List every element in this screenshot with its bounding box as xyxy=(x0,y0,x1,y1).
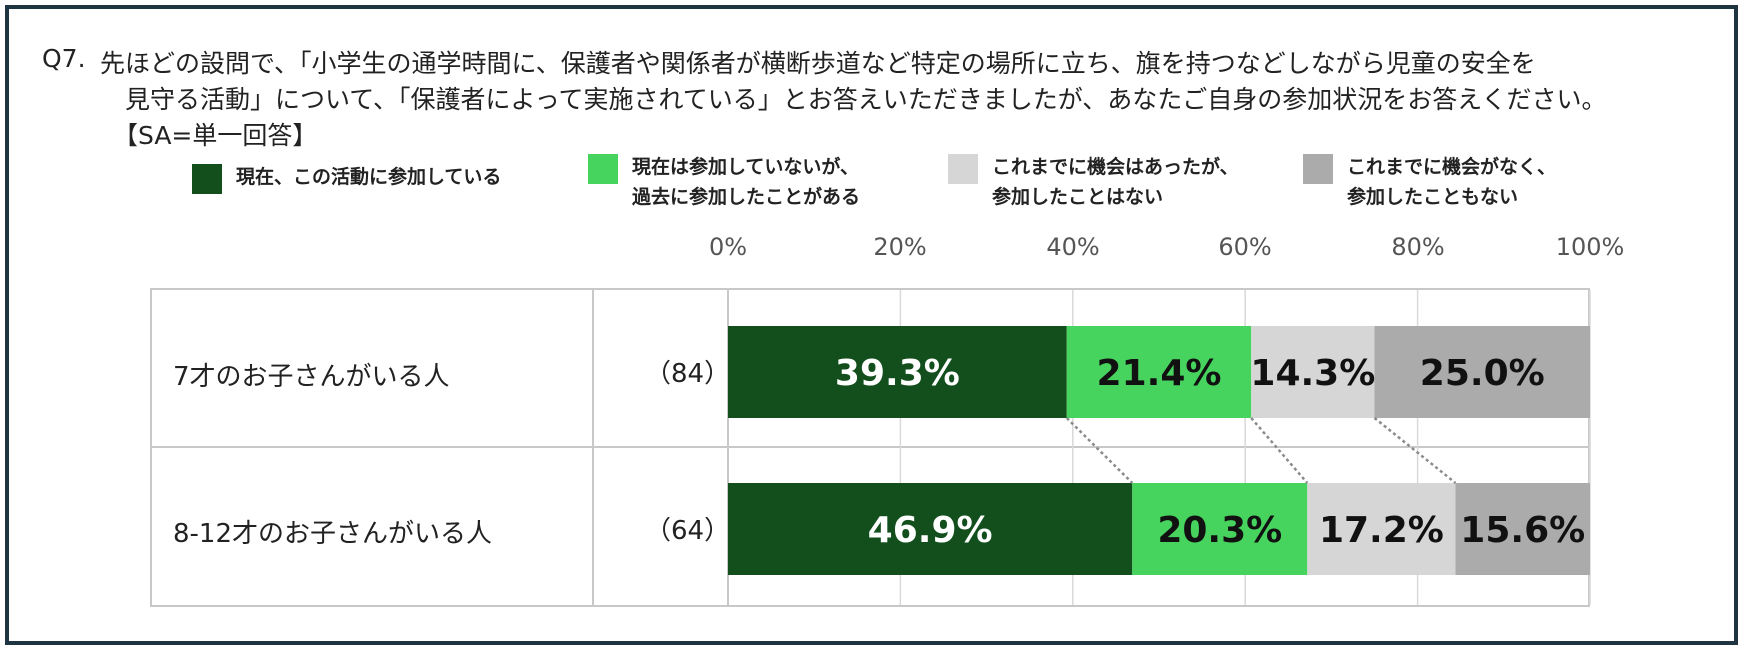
x-tick-label: 0% xyxy=(708,233,748,261)
x-tick-label: 60% xyxy=(1218,233,1272,261)
bar-segment xyxy=(728,483,1133,575)
x-tick-label: 100% xyxy=(1555,233,1625,261)
legend-swatch xyxy=(948,154,978,184)
bar-value-label: 15.6% xyxy=(1460,510,1585,551)
chart-frame xyxy=(5,5,1738,645)
series-connector-line xyxy=(1250,417,1309,484)
bar-segment xyxy=(1066,326,1252,418)
legend-swatch xyxy=(192,164,222,194)
x-tick-label: 80% xyxy=(1391,233,1445,261)
question-text-line2: 見守る活動」について、「保護者によって実施されている」とお答えいただきましたが、… xyxy=(125,85,1607,114)
row-label-age7: 7才のお子さんがいる人 xyxy=(173,362,450,392)
legend-label: これまでに機会がなく、 参加したこともない xyxy=(1347,156,1557,208)
row-label-age8-12: 8-12才のお子さんがいる人 xyxy=(173,519,493,549)
question-number: Q7. xyxy=(42,44,86,73)
row-sample-size-age8-12: （64） xyxy=(645,516,731,546)
legend-swatch xyxy=(1303,154,1333,184)
legend-item-no-chance: これまでに機会がなく、 参加したこともない xyxy=(1303,152,1556,212)
x-tick-label: 40% xyxy=(1046,233,1100,261)
series-connector-line xyxy=(1373,417,1457,484)
bar-segment xyxy=(1374,326,1590,418)
answer-type-note: 【SA=単一回答】 xyxy=(113,121,318,150)
bar-segment xyxy=(728,326,1067,418)
legend-item-had-chance-not-joined: これまでに機会はあったが、 参加したことはない xyxy=(948,152,1239,212)
legend-item-participating: 現在、この活動に参加している xyxy=(192,162,501,194)
bar-value-label: 21.4% xyxy=(1097,353,1222,394)
bar-segment xyxy=(1132,483,1308,575)
legend-swatch xyxy=(588,154,618,184)
bar-value-label: 14.3% xyxy=(1250,353,1375,394)
bar-segment xyxy=(1307,483,1456,575)
legend-label: 現在、この活動に参加している xyxy=(236,166,502,188)
bar-segment xyxy=(1455,483,1590,575)
x-tick-label: 20% xyxy=(873,233,927,261)
bar-value-label: 17.2% xyxy=(1319,510,1444,551)
bar-value-label: 39.3% xyxy=(835,353,960,394)
question-text-line1: 先ほどの設問で、「小学生の通学時間に、保護者や関係者が横断歩道など特定の場所に立… xyxy=(100,49,1536,78)
bar-value-label: 20.3% xyxy=(1157,510,1282,551)
legend-label: 現在は参加していないが、 過去に参加したことがある xyxy=(632,156,861,208)
bar-value-label: 46.9% xyxy=(868,510,993,551)
bar-value-label: 25.0% xyxy=(1420,353,1545,394)
row-sample-size-age7: （84） xyxy=(645,359,731,389)
legend-item-past-participation: 現在は参加していないが、 過去に参加したことがある xyxy=(588,152,860,212)
legend-label: これまでに機会はあったが、 参加したことはない xyxy=(992,156,1239,208)
bar-segment xyxy=(1251,326,1375,418)
series-connector-line xyxy=(1065,417,1134,484)
